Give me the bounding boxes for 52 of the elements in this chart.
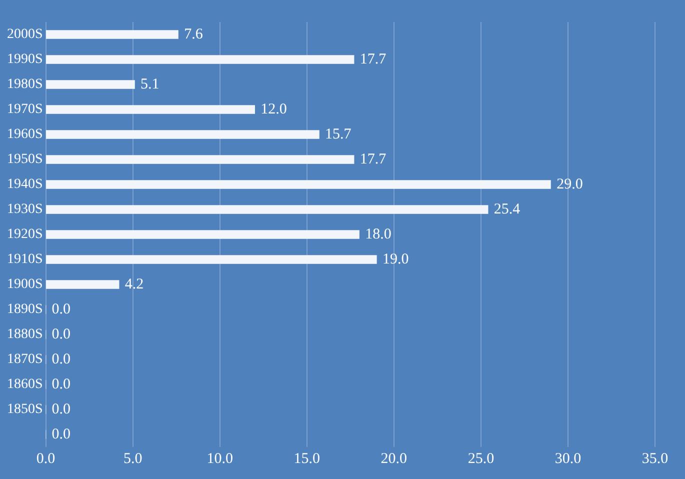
y-tick-label: 1990S [6,52,43,68]
data-label: 17.7 [360,51,387,68]
x-tick-label: 20.0 [380,450,408,467]
y-tick-label: 2000S [6,27,43,42]
data-label: 0.0 [52,301,71,318]
data-label: 0.0 [52,326,71,342]
y-tick-label: 1940S [6,177,43,192]
data-label: 15.7 [325,126,352,142]
y-tick-label: 1900S [6,277,43,292]
y-tick-label: 1860S [6,377,43,392]
y-tick-label: 1960S [6,127,43,142]
bar [46,230,360,239]
bar [46,105,255,114]
y-tick-label: 1850S [6,402,43,418]
y-tick-label: 1950S [6,152,43,168]
y-tick-label: 1980S [6,77,43,92]
x-tick-label: 0.0 [36,450,56,467]
bar [46,255,377,264]
x-tick-label: 5.0 [123,450,142,467]
bar [46,80,135,89]
y-tick-label: 1880S [6,327,43,342]
data-label: 17.7 [360,151,387,168]
data-label: 12.0 [260,101,287,118]
y-tick-label: 1930S [6,202,43,218]
data-label: 0.0 [52,401,71,418]
data-label: 7.6 [184,26,204,42]
bar [46,155,354,164]
y-tick-label: 1970S [6,102,43,118]
data-label: 4.2 [124,276,144,292]
x-tick-label: 35.0 [642,450,668,467]
y-tick-label: 1870S [6,352,43,368]
data-label: 5.1 [140,76,160,92]
bar [46,180,551,189]
data-label: 19.0 [382,251,409,268]
x-tick-label: 15.0 [294,450,320,467]
data-label: 0.0 [52,351,71,368]
x-tick-label: 25.0 [468,450,494,467]
bar [46,55,354,64]
data-label: 25.4 [494,201,521,218]
x-tick-label: 30.0 [554,450,582,467]
data-label: 18.0 [365,226,392,242]
bar [46,130,320,139]
y-tick-label: 1910S [6,252,43,268]
bar [46,205,488,214]
y-tick-label: 1890S [6,302,43,318]
x-tick-label: 10.0 [206,450,233,467]
data-label: 29.0 [556,176,583,192]
bar [46,280,120,289]
bar [46,30,178,39]
y-tick-label: 1920S [6,227,43,242]
data-label: 0.0 [52,376,71,392]
data-label: 0.0 [52,426,71,442]
